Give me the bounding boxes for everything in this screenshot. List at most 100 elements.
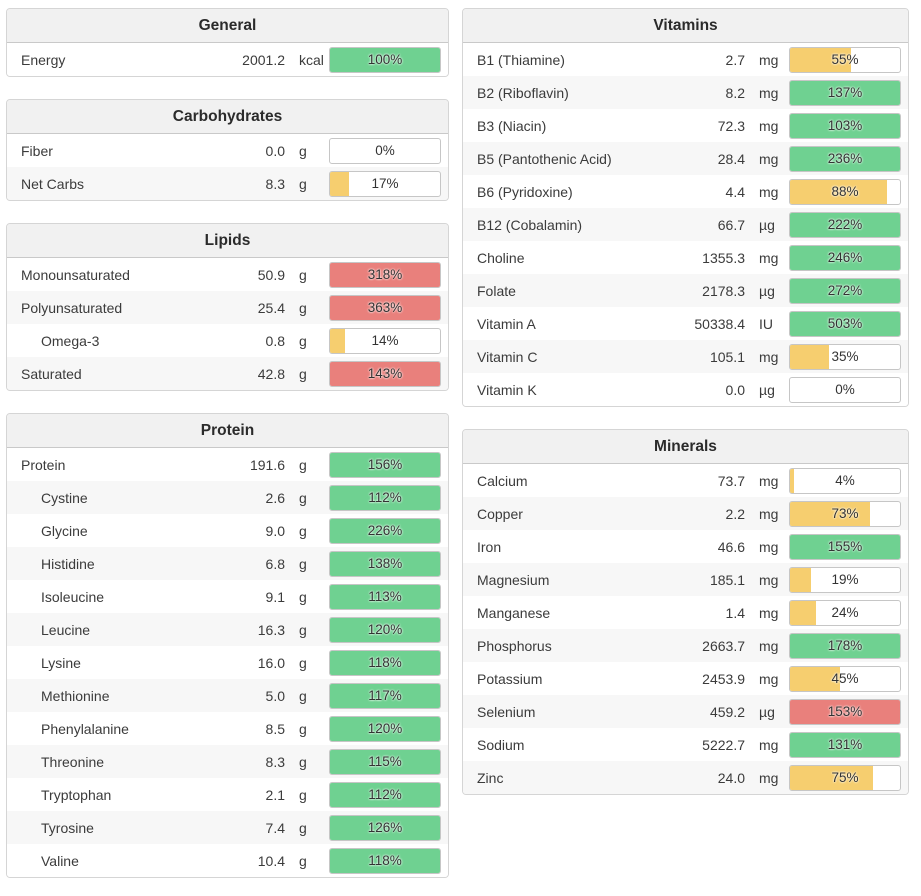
nutrient-value: 185.1 [709,571,745,588]
nutrient-row-vitamin-a[interactable]: Vitamin A 50338.4 IU 503% [463,307,908,340]
nutrient-unit: mg [759,637,779,654]
nutrient-row-leucine[interactable]: Leucine 16.3 g 120% [7,613,448,646]
nutrient-value: 8.3 [265,753,285,770]
nutrient-row-b3-niacin[interactable]: B3 (Niacin) 72.3 mg 103% [463,109,908,142]
progress-percent: 118% [368,654,402,670]
progress-bar: 117% [329,682,441,709]
nutrient-unit: mg [759,571,779,588]
nutrient-unit: mg [759,472,779,489]
progress-fill [330,749,440,774]
nutrient-row-b2-riboflavin[interactable]: B2 (Riboflavin) 8.2 mg 137% [463,76,908,109]
nutrient-row-zinc[interactable]: Zinc 24.0 mg 75% [463,761,908,794]
progress-percent: 4% [835,472,855,488]
nutrient-unit: g [299,819,307,836]
panel-title: General [7,9,448,43]
nutrient-value: 5222.7 [702,736,745,753]
progress-percent: 73% [831,505,859,521]
nutrient-label: Isoleucine [41,588,105,605]
nutrient-row-threonine[interactable]: Threonine 8.3 g 115% [7,745,448,778]
progress-fill [790,699,900,724]
progress-bar: 118% [329,847,441,874]
nutrient-unit: g [299,852,307,869]
progress-bar: 0% [329,137,441,164]
nutrient-unit: g [299,299,307,316]
nutrient-row-b1-thiamine[interactable]: B1 (Thiamine) 2.7 mg 55% [463,43,908,76]
nutrient-row-methionine[interactable]: Methionine 5.0 g 117% [7,679,448,712]
nutrient-label: Leucine [41,621,91,638]
nutrient-value: 1355.3 [702,249,745,266]
nutrient-value: 24.0 [717,769,745,786]
nutrient-row-copper[interactable]: Copper 2.2 mg 73% [463,497,908,530]
nutrient-value: 16.0 [257,654,285,671]
nutrient-row-manganese[interactable]: Manganese 1.4 mg 24% [463,596,908,629]
nutrient-label: Net Carbs [21,175,85,192]
nutrient-row-calcium[interactable]: Calcium 73.7 mg 4% [463,464,908,497]
nutrient-row-glycine[interactable]: Glycine 9.0 g 226% [7,514,448,547]
progress-bar: 118% [329,649,441,676]
nutrient-row-b12-cobalamin[interactable]: B12 (Cobalamin) 66.7 µg 222% [463,208,908,241]
nutrient-unit: g [299,332,307,349]
progress-bar: 503% [789,310,901,337]
progress-percent: 19% [831,571,859,587]
progress-bar: 138% [329,550,441,577]
right-column: Vitamins B1 (Thiamine) 2.7 mg 55% B2 (Ribofla… [462,8,909,795]
nutrient-row-protein[interactable]: Protein 191.6 g 156% [7,448,448,481]
nutrient-unit: mg [759,348,779,365]
nutrient-row-valine[interactable]: Valine 10.4 g 118% [7,844,448,877]
nutrient-row-polyunsaturated[interactable]: Polyunsaturated 25.4 g 363% [7,291,448,324]
nutrient-row-b5-pantothenic-acid[interactable]: B5 (Pantothenic Acid) 28.4 mg 236% [463,142,908,175]
progress-fill [790,567,811,592]
nutrient-row-selenium[interactable]: Selenium 459.2 µg 153% [463,695,908,728]
nutrient-row-lysine[interactable]: Lysine 16.0 g 118% [7,646,448,679]
nutrient-value: 2.7 [725,51,745,68]
nutrient-row-omega-3[interactable]: Omega-3 0.8 g 14% [7,324,448,357]
progress-bar: 103% [789,112,901,139]
progress-percent: 272% [827,282,863,298]
nutrient-row-phosphorus[interactable]: Phosphorus 2663.7 mg 178% [463,629,908,662]
progress-percent: 363% [367,299,403,315]
panel-body: Monounsaturated 50.9 g 318% Polyunsaturated 2… [7,258,448,390]
progress-percent: 0% [375,142,395,158]
nutrient-row-saturated[interactable]: Saturated 42.8 g 143% [7,357,448,390]
nutrient-row-net-carbs[interactable]: Net Carbs 8.3 g 17% [7,167,448,200]
nutrient-row-potassium[interactable]: Potassium 2453.9 mg 45% [463,662,908,695]
nutrient-row-tyrosine[interactable]: Tyrosine 7.4 g 126% [7,811,448,844]
nutrient-row-monounsaturated[interactable]: Monounsaturated 50.9 g 318% [7,258,448,291]
progress-fill [790,245,900,270]
progress-bar: 178% [789,632,901,659]
nutrient-row-phenylalanine[interactable]: Phenylalanine 8.5 g 120% [7,712,448,745]
nutrient-row-histidine[interactable]: Histidine 6.8 g 138% [7,547,448,580]
nutrient-value: 191.6 [249,456,285,473]
panel-title: Carbohydrates [7,100,448,134]
nutrient-row-fiber[interactable]: Fiber 0.0 g 0% [7,134,448,167]
progress-fill [790,179,887,204]
progress-percent: 503% [827,315,863,331]
nutrient-row-magnesium[interactable]: Magnesium 185.1 mg 19% [463,563,908,596]
nutrient-label: Glycine [41,522,88,539]
nutrient-unit: mg [759,117,779,134]
progress-fill [790,666,840,691]
nutrient-row-vitamin-k[interactable]: Vitamin K 0.0 µg 0% [463,373,908,406]
nutrient-row-choline[interactable]: Choline 1355.3 mg 246% [463,241,908,274]
progress-fill [790,633,900,658]
progress-bar: 131% [789,731,901,758]
progress-fill [330,262,440,287]
nutrient-row-energy[interactable]: Energy 2001.2 kcal 100% [7,43,448,76]
nutrient-row-isoleucine[interactable]: Isoleucine 9.1 g 113% [7,580,448,613]
nutrient-row-iron[interactable]: Iron 46.6 mg 155% [463,530,908,563]
nutrient-row-cystine[interactable]: Cystine 2.6 g 112% [7,481,448,514]
nutrient-label: Copper [477,505,523,522]
nutrient-row-folate[interactable]: Folate 2178.3 µg 272% [463,274,908,307]
nutrient-row-sodium[interactable]: Sodium 5222.7 mg 131% [463,728,908,761]
progress-percent: 103% [827,117,863,133]
nutrient-row-vitamin-c[interactable]: Vitamin C 105.1 mg 35% [463,340,908,373]
nutrient-row-tryptophan[interactable]: Tryptophan 2.1 g 112% [7,778,448,811]
progress-fill [790,47,851,72]
progress-fill [790,113,900,138]
nutrient-unit: mg [759,538,779,555]
progress-bar: 55% [789,46,901,73]
nutrient-row-b6-pyridoxine[interactable]: B6 (Pyridoxine) 4.4 mg 88% [463,175,908,208]
nutrient-value: 10.4 [257,852,285,869]
nutrient-unit: mg [759,769,779,786]
